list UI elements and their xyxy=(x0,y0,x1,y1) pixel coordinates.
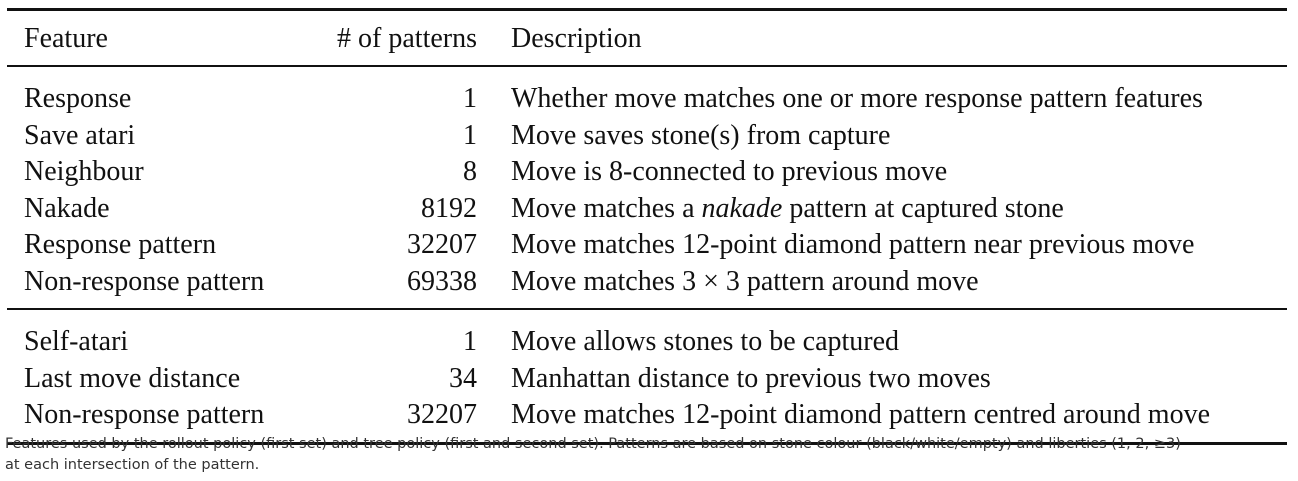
table-row: Last move distance 34 Manhattan distance… xyxy=(7,361,1287,398)
feature-cell: Self-atari xyxy=(24,326,129,358)
description-cell: Move matches 12-point diamond pattern ne… xyxy=(511,229,1195,261)
header-description: Description xyxy=(477,8,1287,67)
pattern-count-cell: 1 xyxy=(463,119,477,151)
description-cell: Move allows stones to be captured xyxy=(511,326,900,358)
feature-cell: Last move distance xyxy=(24,362,241,394)
pattern-count-cell: 69338 xyxy=(297,263,477,310)
description-text: pattern at captured stone xyxy=(782,192,1064,224)
table-header-row: Feature # of patterns Description xyxy=(7,8,1287,67)
feature-cell: Non-response pattern xyxy=(7,263,297,310)
table-row: Nakade 8192 Move matches a nakade patter… xyxy=(7,191,1287,228)
feature-cell: Response pattern xyxy=(24,229,217,261)
description-cell: Move matches a nakade pattern at capture… xyxy=(477,191,1287,228)
table-row: Neighbour 8 Move is 8-connected to previ… xyxy=(7,154,1287,191)
description-cell: Move saves stone(s) from capture xyxy=(511,119,891,151)
table-row: Response 1 Whether move matches one or m… xyxy=(7,66,1287,118)
table-row: Self-atari 1 Move allows stones to be ca… xyxy=(7,309,1287,361)
header-feature: Feature xyxy=(7,8,297,67)
feature-cell: Response xyxy=(24,83,132,115)
caption-line: at each intersection of the pattern. xyxy=(5,457,260,473)
table-row: Response pattern 32207 Move matches 12-p… xyxy=(7,227,1287,264)
pattern-count-cell: 32207 xyxy=(297,397,477,445)
pattern-count-cell: 34 xyxy=(449,362,477,394)
pattern-count-cell: 1 xyxy=(463,83,477,115)
pattern-count-cell: 8192 xyxy=(421,192,477,224)
table-row: Save atari 1 Move saves stone(s) from ca… xyxy=(7,118,1287,155)
nakade-term: nakade xyxy=(701,192,783,224)
description-cell: Move matches 3 × 3 pattern around move xyxy=(477,263,1287,310)
description-cell: Move matches 12-point diamond pattern ce… xyxy=(477,397,1287,445)
header-pattern-count: # of patterns xyxy=(297,8,477,67)
table-row: Non-response pattern 69338 Move matches … xyxy=(7,263,1287,310)
description-text: Move matches a xyxy=(511,192,702,224)
pattern-count-cell: 8 xyxy=(463,156,477,188)
description-cell: Whether move matches one or more respons… xyxy=(511,83,1203,115)
feature-table-container: Feature # of patterns Description Respon… xyxy=(7,8,1287,445)
feature-cell: Neighbour xyxy=(24,156,144,188)
pattern-count-cell: 1 xyxy=(463,326,477,358)
description-cell: Manhattan distance to previous two moves xyxy=(511,362,991,394)
table-row: Non-response pattern 32207 Move matches … xyxy=(7,397,1287,445)
feature-cell: Save atari xyxy=(24,119,136,151)
caption-line: Features used by the rollout policy (fir… xyxy=(5,436,1181,452)
pattern-count-cell: 32207 xyxy=(407,229,477,261)
feature-table: Feature # of patterns Description Respon… xyxy=(7,8,1287,445)
description-cell: Move is 8-connected to previous move xyxy=(511,156,948,188)
feature-cell: Nakade xyxy=(24,192,110,224)
feature-cell: Non-response pattern xyxy=(7,397,297,445)
table-caption: Features used by the rollout policy (fir… xyxy=(5,434,1290,476)
